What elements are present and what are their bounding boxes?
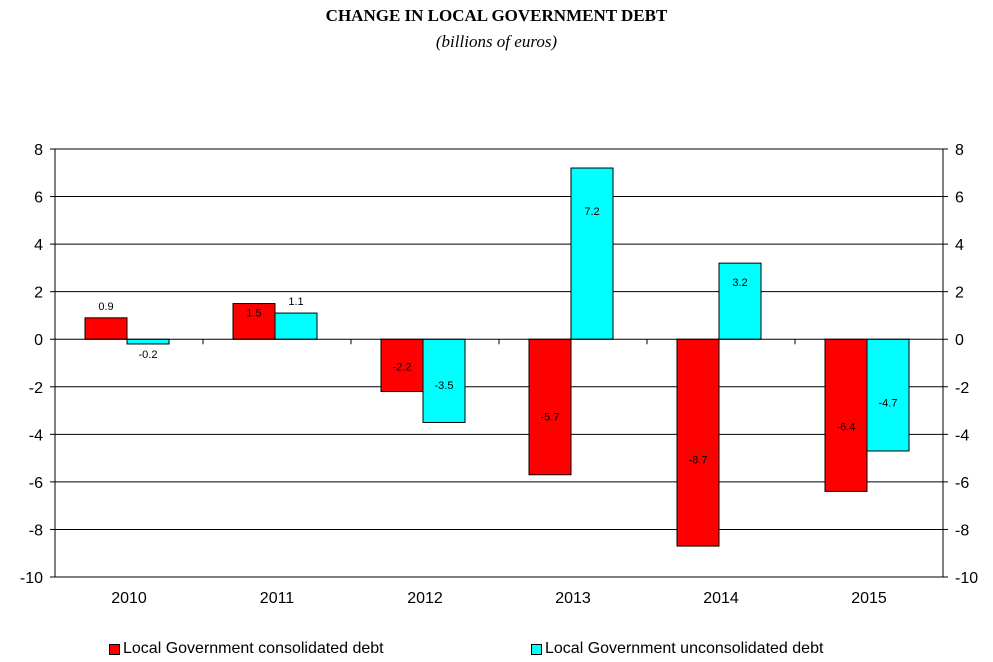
gridlines <box>55 196 943 530</box>
x-tick-label: 2013 <box>555 590 591 607</box>
y-tick-label-left: -10 <box>20 570 43 587</box>
bar-unconsolidated-2013 <box>570 167 614 340</box>
y-tick-label-left: -2 <box>29 380 43 397</box>
y-tick-label-right: 0 <box>955 332 964 349</box>
data-label: -3.5 <box>435 380 454 392</box>
legend-label-consolidated: Local Government consolidated debt <box>123 640 384 657</box>
y-tick-label-left: -6 <box>29 475 43 492</box>
data-label: -6.4 <box>837 422 856 434</box>
bars <box>84 167 910 547</box>
x-tick-label: 2010 <box>111 590 147 607</box>
data-label: -4.7 <box>879 397 898 409</box>
bar-chart: 8 8 6 6 4 4 2 2 0 0 -2 -2 -4 -4 -6 -6 -8 -8 -10 -10 2010 2011… <box>20 142 978 607</box>
bar-consolidated-2014 <box>676 338 720 547</box>
x-tick-label: 2015 <box>851 590 887 607</box>
legend: Local Government consolidated debt Local… <box>0 640 993 660</box>
legend-item-consolidated: Local Government consolidated debt <box>109 640 384 658</box>
data-labels: 0.9 -0.2 1.5 1.1 -2.2 -3.5 -5.7 7.2 -8.7 3.2 -6.4 -… <box>98 206 897 467</box>
chart-subtitle: (billions of euros) <box>435 32 558 51</box>
y-tick-label-right: -10 <box>955 570 978 587</box>
legend-label-unconsolidated: Local Government unconsolidated debt <box>545 640 824 657</box>
chart-title: CHANGE IN LOCAL GOVERNMENT DEBT <box>325 6 668 25</box>
y-tick-label-right: -6 <box>955 475 969 492</box>
y-tick-label-right: 8 <box>955 142 964 159</box>
y-tick-label-right: 4 <box>955 237 964 254</box>
y-tick-label-left: 6 <box>34 190 43 207</box>
data-label: -0.2 <box>139 349 158 361</box>
y-tick-label-right: -4 <box>955 427 969 444</box>
bar-unconsolidated-2011 <box>274 312 318 340</box>
y-tick-label-right: -2 <box>955 380 969 397</box>
y-tick-label-left: 4 <box>34 237 43 254</box>
axes <box>50 148 948 578</box>
bar-unconsolidated-2010 <box>126 338 170 345</box>
data-label: 1.1 <box>288 296 303 308</box>
legend-swatch-unconsolidated <box>531 643 542 655</box>
legend-swatch-consolidated <box>109 643 120 655</box>
data-label: -5.7 <box>541 412 560 424</box>
y-tick-label-left: 0 <box>34 332 43 349</box>
y-tick-label-right: 6 <box>955 190 964 207</box>
y-tick-label-left: 8 <box>34 142 43 159</box>
x-tick-label: 2011 <box>260 590 295 607</box>
tick-labels: 8 8 6 6 4 4 2 2 0 0 -2 -2 -4 -4 -6 -6 -8 -8 -10 -10 2010 2011… <box>20 142 978 607</box>
bar-consolidated-2010 <box>84 317 128 340</box>
bar-unconsolidated-2014 <box>718 262 762 340</box>
plot-frame <box>54 148 944 578</box>
data-label: 7.2 <box>584 206 599 218</box>
bar-unconsolidated-2015 <box>866 338 910 452</box>
y-tick-label-right: -8 <box>955 522 969 539</box>
data-label: -8.7 <box>689 454 708 466</box>
data-label: 0.9 <box>98 301 113 313</box>
data-label: 3.2 <box>732 277 747 289</box>
bar-consolidated-2013 <box>528 338 572 476</box>
x-tick-label: 2014 <box>703 590 739 607</box>
bar-consolidated-2015 <box>824 338 868 492</box>
y-tick-label-left: 2 <box>34 285 43 302</box>
x-tick-label: 2012 <box>407 590 443 607</box>
y-tick-label-right: 2 <box>955 285 964 302</box>
data-label: 1.5 <box>246 307 261 319</box>
data-label: -2.2 <box>393 362 412 374</box>
y-tick-label-left: -4 <box>29 427 43 444</box>
y-tick-label-left: -8 <box>29 522 43 539</box>
legend-item-unconsolidated: Local Government unconsolidated debt <box>531 640 823 658</box>
